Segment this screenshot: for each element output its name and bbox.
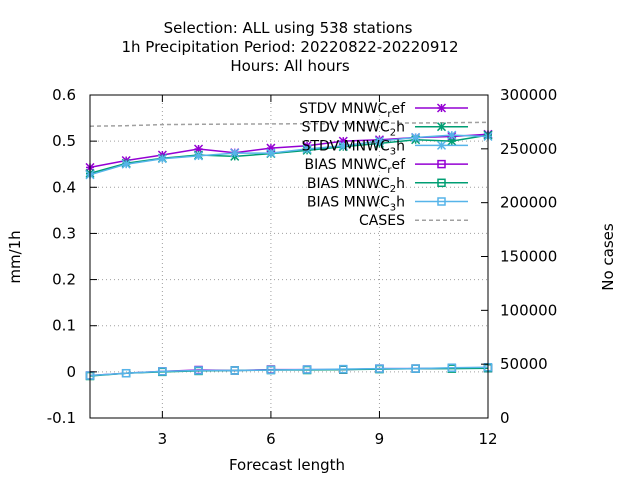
- y-tick-label-6: 0.5: [52, 132, 76, 150]
- legend-marker-5: [437, 197, 446, 206]
- y2-tick-label-0: 0: [500, 409, 510, 427]
- axis-ticks: -0.1 0 0.1 0.2 0.3 0.4 0.5 0.6 0 50000 100000 15000…: [47, 86, 558, 448]
- legend-marker-2: [436, 140, 447, 150]
- y2-tick-label-5: 250000: [500, 140, 557, 158]
- x-tick-label-2: 9: [375, 430, 385, 448]
- title-line-3: Hours: All hours: [230, 57, 349, 75]
- series-6: [89, 121, 489, 127]
- title-line-1: Selection: ALL using 538 stations: [164, 19, 413, 37]
- legend-marker-0: [436, 103, 447, 113]
- y-tick-label-4: 0.3: [52, 224, 76, 242]
- y2-tick-label-1: 50000: [500, 355, 548, 373]
- y-tick-label-0: -0.1: [47, 409, 76, 427]
- legend-label-5: BIAS MNWC3h: [307, 195, 405, 214]
- series-5-point-8: [375, 364, 384, 373]
- legend-marker-1: [436, 122, 447, 132]
- series-5-point-4: [230, 366, 239, 375]
- series-1: [85, 130, 493, 178]
- legend-label-0: STDV MNWCref: [299, 101, 406, 120]
- y-axis-label: mm/1h: [6, 230, 24, 283]
- y2-tick-label-3: 150000: [500, 248, 557, 266]
- legend-marker-4: [437, 178, 446, 188]
- legend-label-3: BIAS MNWCref: [305, 157, 407, 176]
- y-tick-label-2: 0.1: [52, 317, 76, 335]
- series-2-point-5: [266, 148, 276, 158]
- legend-label-1: STDV MNWC2h: [302, 120, 405, 139]
- x-tick-label-3: 12: [478, 430, 497, 448]
- x-tick-label-0: 3: [158, 430, 168, 448]
- series-2-point-2: [157, 154, 167, 164]
- y2-tick-label-6: 300000: [500, 86, 557, 104]
- series-5-point-6: [302, 365, 312, 374]
- y2-tick-label-2: 100000: [500, 301, 557, 319]
- legend-label-6: CASES: [359, 213, 405, 229]
- series-2-point-7: [338, 141, 348, 151]
- series-2-point-6: [302, 144, 312, 154]
- x-tick-label-1: 6: [266, 430, 276, 448]
- y2-tick-label-4: 200000: [500, 194, 557, 212]
- legend-label-4: BIAS MNWC2h: [307, 176, 405, 195]
- y-tick-label-1: 0: [66, 363, 76, 381]
- y-tick-label-5: 0.4: [52, 178, 76, 196]
- y-tick-label-3: 0.2: [52, 271, 76, 289]
- series-5-point-9: [411, 364, 420, 373]
- series-5-point-7: [339, 364, 348, 374]
- series-2-point-3: [194, 151, 204, 161]
- series-2-point-8: [374, 136, 384, 146]
- series-2-point-1: [121, 159, 131, 169]
- series-5-point-10: [447, 363, 457, 372]
- series-line-2: [89, 134, 489, 176]
- title-line-2: 1h Precipitation Period: 20220822-202209…: [121, 38, 458, 56]
- series-5-point-3: [194, 366, 203, 375]
- legend-label-2: STDV MNWC3h: [302, 138, 405, 157]
- series-2-point-4: [230, 148, 240, 158]
- legend-marker-3: [437, 159, 446, 169]
- series-line-6: [89, 121, 489, 127]
- series-2-point-9: [411, 132, 421, 142]
- series-5-point-2: [158, 367, 167, 376]
- y-tick-label-7: 0.6: [52, 86, 76, 104]
- series-line-5: [89, 366, 489, 377]
- series-5-point-1: [121, 368, 131, 378]
- x-axis-label: Forecast length: [229, 456, 345, 474]
- series-line-1: [89, 134, 489, 175]
- y2-axis-label: No cases: [599, 223, 617, 291]
- series-5-point-5: [266, 365, 276, 375]
- series-2-point-10: [447, 130, 457, 140]
- chart-title: Selection: ALL using 538 stations 1h Pre…: [121, 19, 458, 75]
- series-layer: [85, 121, 493, 381]
- series-2: [85, 130, 493, 180]
